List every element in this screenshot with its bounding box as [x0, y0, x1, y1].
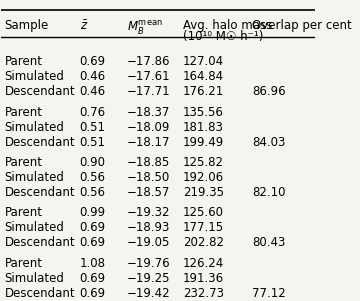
Text: Simulated: Simulated: [5, 221, 64, 234]
Text: −19.25: −19.25: [127, 272, 170, 285]
Text: 0.69: 0.69: [80, 221, 106, 234]
Text: 0.46: 0.46: [80, 70, 106, 83]
Text: Sample: Sample: [5, 19, 49, 32]
Text: 232.73: 232.73: [183, 287, 224, 300]
Text: Parent: Parent: [5, 156, 42, 169]
Text: Parent: Parent: [5, 206, 42, 219]
Text: Simulated: Simulated: [5, 70, 64, 83]
Text: 0.56: 0.56: [80, 186, 106, 199]
Text: −18.85: −18.85: [127, 156, 170, 169]
Text: −18.09: −18.09: [127, 121, 170, 134]
Text: 164.84: 164.84: [183, 70, 224, 83]
Text: 0.76: 0.76: [80, 106, 106, 119]
Text: 192.06: 192.06: [183, 171, 224, 184]
Text: 0.56: 0.56: [80, 171, 106, 184]
Text: 82.10: 82.10: [252, 186, 285, 199]
Text: Simulated: Simulated: [5, 272, 64, 285]
Text: 176.21: 176.21: [183, 85, 224, 98]
Text: −17.86: −17.86: [127, 55, 170, 68]
Text: 0.69: 0.69: [80, 272, 106, 285]
Text: Parent: Parent: [5, 106, 42, 119]
Text: Descendant: Descendant: [5, 136, 75, 149]
Text: Overlap per cent: Overlap per cent: [252, 19, 352, 32]
Text: 125.82: 125.82: [183, 156, 224, 169]
Text: Descendant: Descendant: [5, 85, 75, 98]
Text: −19.05: −19.05: [127, 236, 170, 250]
Text: −19.76: −19.76: [127, 257, 170, 270]
Text: 199.49: 199.49: [183, 136, 224, 149]
Text: 0.90: 0.90: [80, 156, 106, 169]
Text: 191.36: 191.36: [183, 272, 224, 285]
Text: 202.82: 202.82: [183, 236, 224, 250]
Text: −18.50: −18.50: [127, 171, 170, 184]
Text: 0.69: 0.69: [80, 55, 106, 68]
Text: 1.08: 1.08: [80, 257, 106, 270]
Text: Descendant: Descendant: [5, 287, 75, 300]
Text: 77.12: 77.12: [252, 287, 286, 300]
Text: −17.71: −17.71: [127, 85, 170, 98]
Text: 80.43: 80.43: [252, 236, 285, 250]
Text: 0.51: 0.51: [80, 136, 106, 149]
Text: Simulated: Simulated: [5, 171, 64, 184]
Text: 219.35: 219.35: [183, 186, 224, 199]
Text: 127.04: 127.04: [183, 55, 224, 68]
Text: 177.15: 177.15: [183, 221, 224, 234]
Text: Descendant: Descendant: [5, 186, 75, 199]
Text: (10¹⁰ M☉ h⁻¹): (10¹⁰ M☉ h⁻¹): [183, 30, 264, 43]
Text: Parent: Parent: [5, 55, 42, 68]
Text: Parent: Parent: [5, 257, 42, 270]
Text: 0.69: 0.69: [80, 236, 106, 250]
Text: −19.42: −19.42: [127, 287, 170, 300]
Text: −18.57: −18.57: [127, 186, 170, 199]
Text: $M_B^{\rm mean}$: $M_B^{\rm mean}$: [127, 19, 162, 37]
Text: −18.93: −18.93: [127, 221, 170, 234]
Text: 0.69: 0.69: [80, 287, 106, 300]
Text: 0.46: 0.46: [80, 85, 106, 98]
Text: Descendant: Descendant: [5, 236, 75, 250]
Text: 0.51: 0.51: [80, 121, 106, 134]
Text: 125.60: 125.60: [183, 206, 224, 219]
Text: −19.32: −19.32: [127, 206, 170, 219]
Text: 135.56: 135.56: [183, 106, 224, 119]
Text: 0.99: 0.99: [80, 206, 106, 219]
Text: −18.37: −18.37: [127, 106, 170, 119]
Text: 181.83: 181.83: [183, 121, 224, 134]
Text: Simulated: Simulated: [5, 121, 64, 134]
Text: $\bar{z}$: $\bar{z}$: [80, 19, 88, 33]
Text: −17.61: −17.61: [127, 70, 170, 83]
Text: −18.17: −18.17: [127, 136, 170, 149]
Text: 126.24: 126.24: [183, 257, 224, 270]
Text: 84.03: 84.03: [252, 136, 285, 149]
Text: Avg. halo mass: Avg. halo mass: [183, 19, 272, 32]
Text: 86.96: 86.96: [252, 85, 285, 98]
